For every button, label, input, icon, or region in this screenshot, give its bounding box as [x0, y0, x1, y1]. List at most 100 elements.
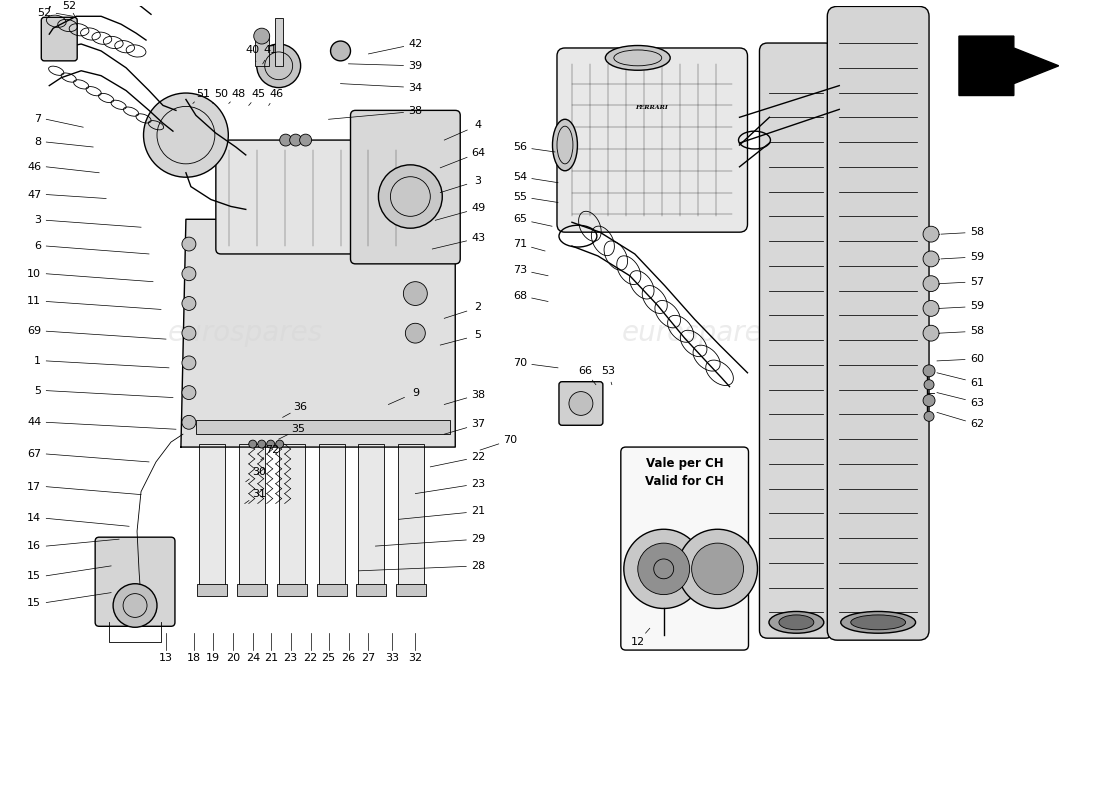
Text: 62: 62 — [970, 419, 985, 430]
Text: 3: 3 — [34, 215, 42, 226]
FancyBboxPatch shape — [559, 382, 603, 426]
Text: 51: 51 — [196, 89, 210, 98]
Text: 9: 9 — [411, 387, 419, 398]
Text: 23: 23 — [284, 653, 298, 663]
Text: 53: 53 — [601, 366, 615, 376]
Bar — [396, 584, 427, 596]
Text: 6: 6 — [34, 241, 42, 251]
Text: 41: 41 — [264, 45, 278, 55]
Circle shape — [924, 411, 934, 422]
Ellipse shape — [779, 615, 814, 630]
Circle shape — [182, 356, 196, 370]
Text: 56: 56 — [513, 142, 527, 152]
Circle shape — [923, 394, 935, 406]
Text: Vale per CH: Vale per CH — [646, 458, 724, 470]
Text: 35: 35 — [292, 424, 306, 434]
Text: 5: 5 — [475, 330, 482, 340]
Circle shape — [289, 134, 301, 146]
FancyBboxPatch shape — [216, 140, 436, 254]
Bar — [199, 444, 224, 590]
Ellipse shape — [769, 611, 824, 634]
Ellipse shape — [850, 615, 905, 630]
Text: 64: 64 — [471, 148, 485, 158]
Circle shape — [182, 386, 196, 399]
Text: 37: 37 — [471, 419, 485, 430]
Text: 23: 23 — [471, 478, 485, 489]
Circle shape — [182, 267, 196, 281]
Bar — [236, 584, 266, 596]
Text: 44: 44 — [28, 418, 42, 427]
Text: 1: 1 — [34, 356, 42, 366]
Text: 54: 54 — [513, 172, 527, 182]
Polygon shape — [180, 219, 455, 447]
Text: 13: 13 — [160, 653, 173, 663]
Bar — [239, 444, 265, 590]
Bar — [317, 584, 346, 596]
Circle shape — [404, 282, 427, 306]
Text: FERRARI: FERRARI — [636, 105, 668, 110]
Text: 46: 46 — [28, 162, 42, 172]
Text: eurospares: eurospares — [621, 319, 778, 347]
Text: 3: 3 — [475, 176, 482, 186]
FancyBboxPatch shape — [759, 43, 834, 638]
Bar — [275, 18, 283, 66]
Bar — [277, 584, 307, 596]
Circle shape — [254, 28, 270, 44]
Text: 22: 22 — [304, 653, 318, 663]
Circle shape — [923, 301, 939, 316]
Circle shape — [406, 323, 426, 343]
FancyBboxPatch shape — [351, 110, 460, 264]
Text: 11: 11 — [28, 297, 42, 306]
Text: 36: 36 — [294, 402, 308, 413]
Text: 42: 42 — [408, 39, 422, 49]
FancyBboxPatch shape — [96, 537, 175, 626]
Text: 38: 38 — [471, 390, 485, 399]
Text: 65: 65 — [513, 214, 527, 224]
Circle shape — [624, 530, 704, 609]
Text: 26: 26 — [341, 653, 355, 663]
Circle shape — [113, 584, 157, 627]
Circle shape — [249, 440, 256, 448]
Circle shape — [266, 440, 275, 448]
Text: 59: 59 — [970, 302, 985, 311]
Text: 70: 70 — [503, 435, 517, 445]
FancyBboxPatch shape — [827, 6, 930, 640]
Bar — [255, 34, 268, 66]
Text: 60: 60 — [970, 354, 983, 364]
Text: 15: 15 — [28, 598, 42, 607]
Text: 71: 71 — [513, 239, 527, 249]
Circle shape — [378, 165, 442, 228]
Text: 69: 69 — [28, 326, 42, 336]
Text: 46: 46 — [270, 89, 284, 98]
Circle shape — [924, 380, 934, 390]
Text: 29: 29 — [471, 534, 485, 544]
Text: 33: 33 — [385, 653, 399, 663]
Text: 72: 72 — [265, 445, 279, 455]
Text: 34: 34 — [408, 82, 422, 93]
Bar — [278, 444, 305, 590]
Text: 16: 16 — [28, 541, 42, 551]
Text: 31: 31 — [252, 489, 266, 498]
Text: 15: 15 — [28, 570, 42, 581]
Ellipse shape — [143, 93, 229, 178]
Text: 55: 55 — [513, 191, 527, 202]
Text: 30: 30 — [252, 467, 266, 477]
Text: 63: 63 — [970, 398, 983, 407]
Text: 52: 52 — [37, 8, 52, 18]
Ellipse shape — [605, 46, 670, 70]
Text: 5: 5 — [34, 386, 42, 396]
Ellipse shape — [552, 119, 578, 170]
Text: 17: 17 — [28, 482, 42, 492]
Text: 21: 21 — [264, 653, 278, 663]
Bar — [196, 420, 450, 434]
Text: 7: 7 — [34, 114, 42, 124]
Text: 59: 59 — [970, 252, 985, 262]
Text: 58: 58 — [970, 227, 985, 237]
Text: 22: 22 — [471, 452, 485, 462]
Text: 40: 40 — [245, 45, 260, 55]
Circle shape — [182, 297, 196, 310]
Ellipse shape — [840, 611, 915, 634]
Circle shape — [182, 415, 196, 430]
Text: 58: 58 — [970, 326, 985, 336]
Text: 50: 50 — [213, 89, 228, 98]
